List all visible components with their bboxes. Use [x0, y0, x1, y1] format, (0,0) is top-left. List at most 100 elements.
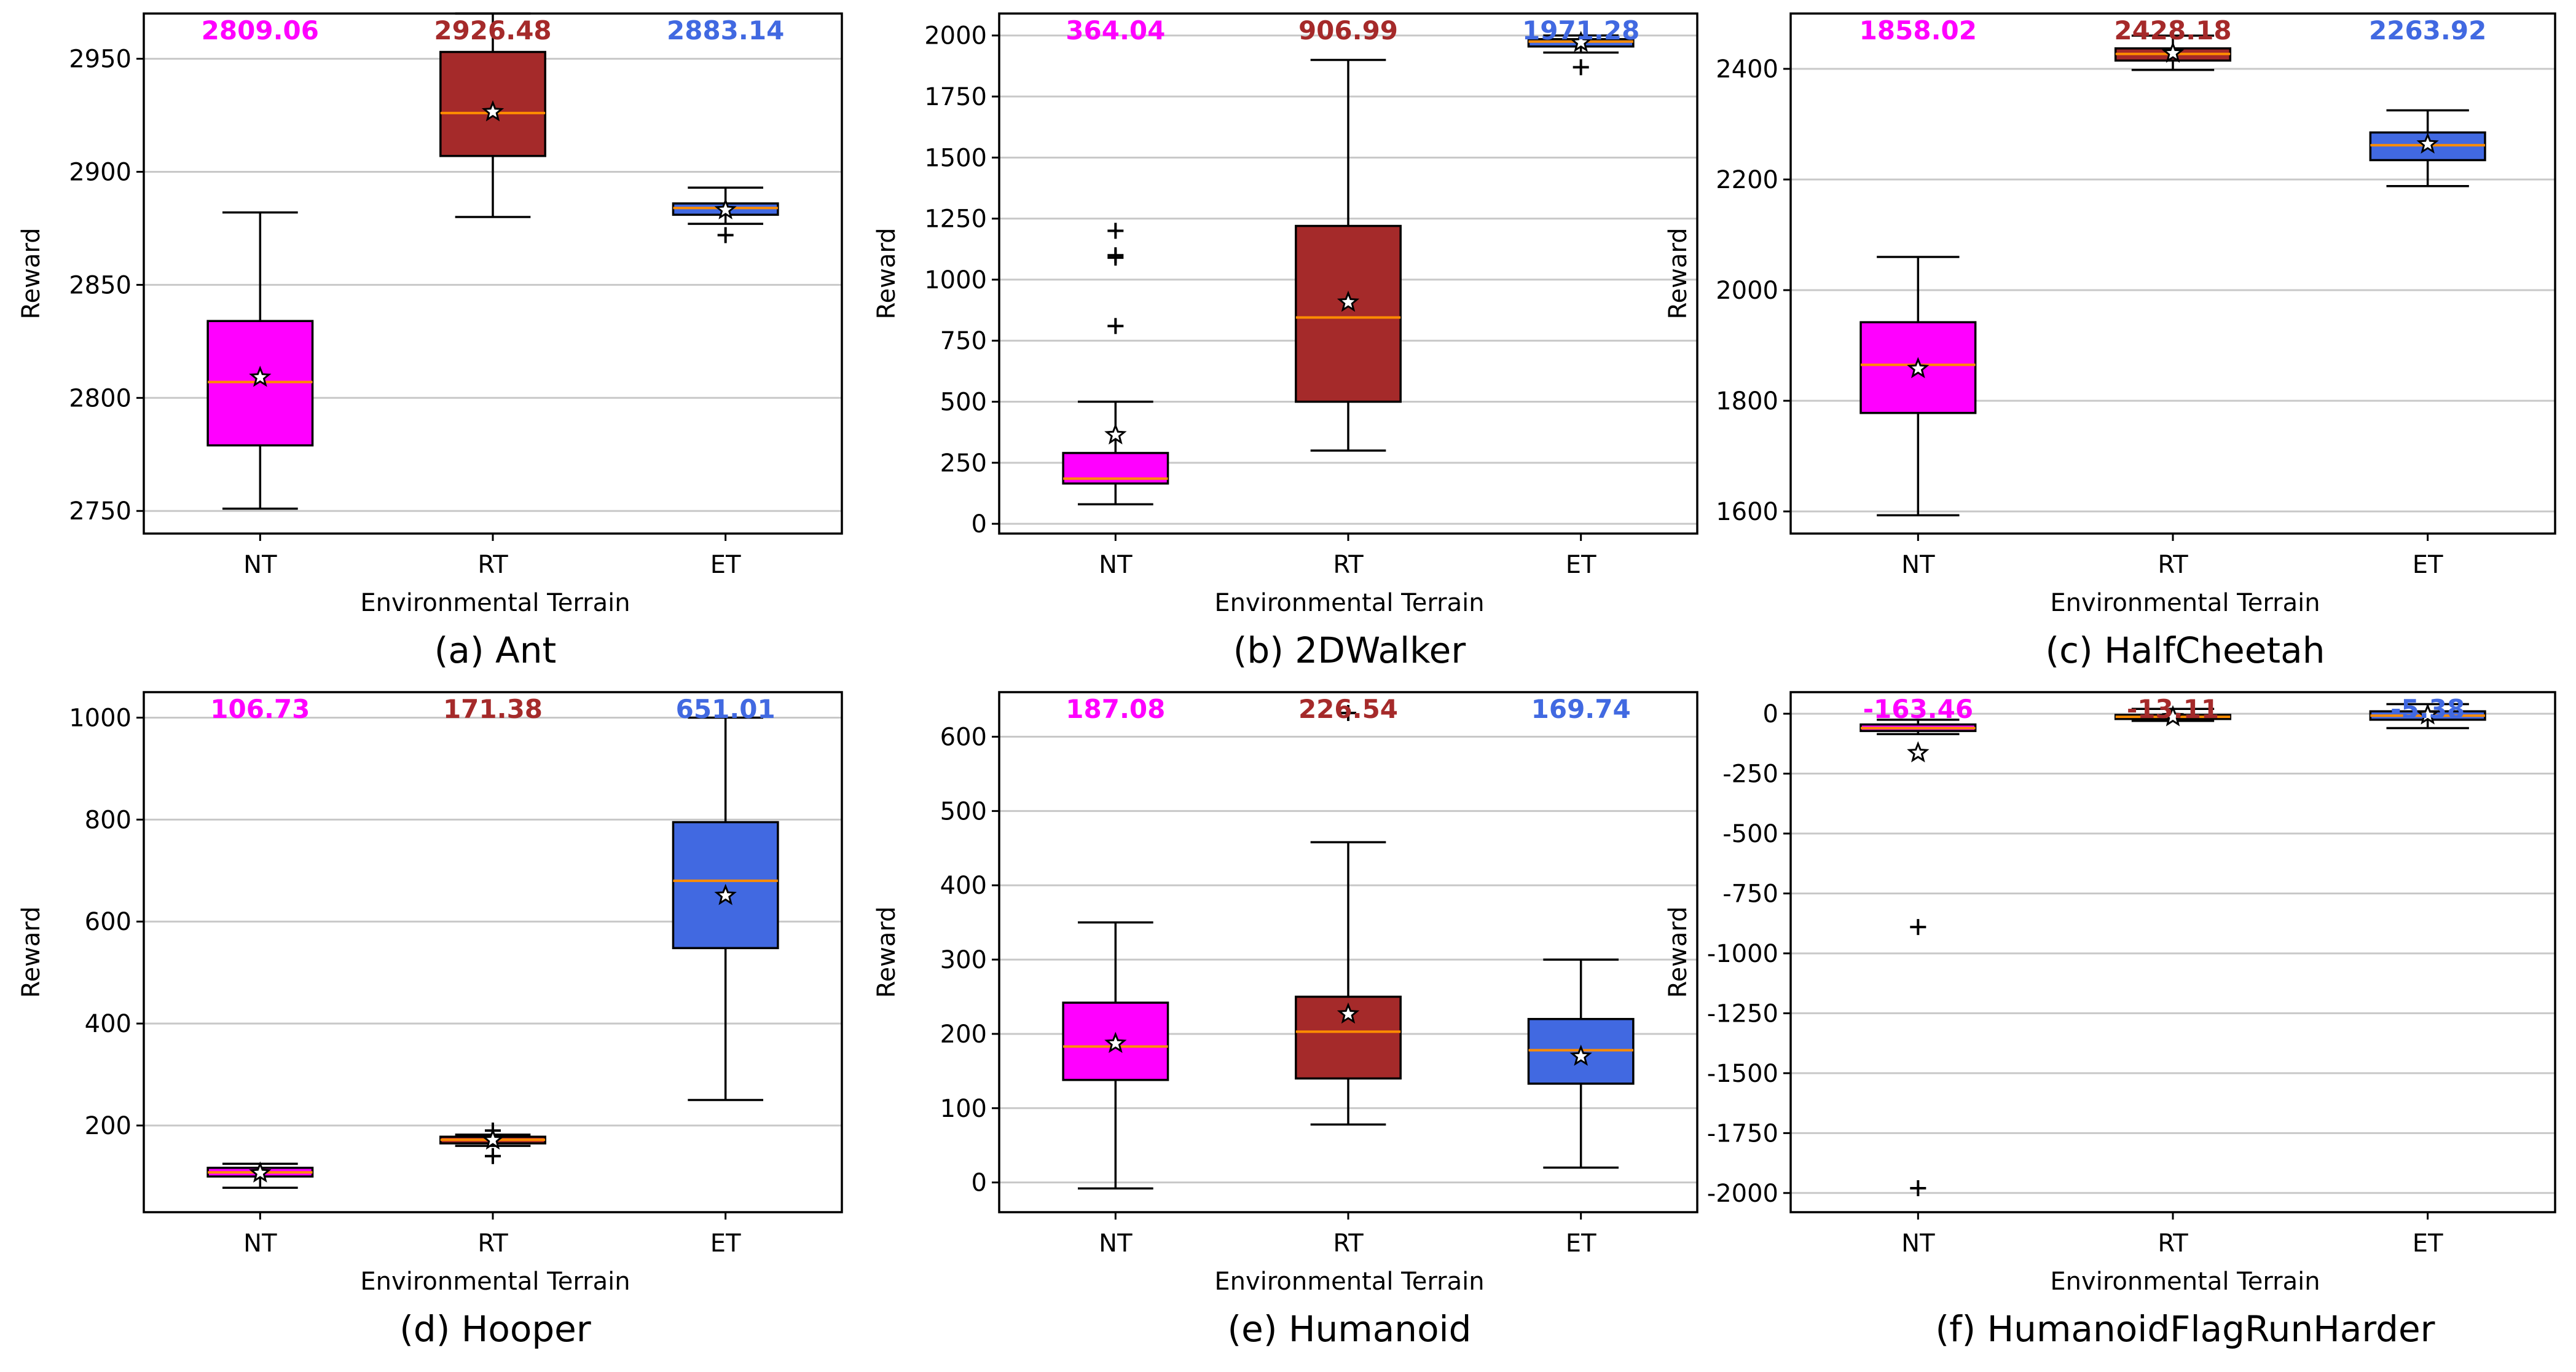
x-axis-label: Environmental Terrain	[2050, 1268, 2320, 1296]
y-tick-label: 300	[940, 946, 987, 974]
y-tick-label: -1250	[1707, 999, 1778, 1028]
plot-frame	[143, 691, 843, 1213]
mean-label: -163.46	[1863, 694, 1974, 724]
plot-frame	[143, 12, 843, 535]
y-tick-label: 1000	[69, 704, 132, 732]
y-tick-label: 400	[85, 1010, 132, 1038]
plot-frame	[998, 691, 1698, 1213]
mean-star	[2161, 41, 2185, 63]
y-tick-label: 1000	[924, 266, 987, 294]
plot-frame	[1789, 691, 2556, 1213]
y-tick-label: 200	[940, 1020, 987, 1049]
mean-label: 187.08	[1066, 694, 1165, 724]
x-axis-label: Environmental Terrain	[1214, 1268, 1484, 1296]
x-tick-label: RT	[477, 1229, 508, 1258]
box-rt: -13.11	[2114, 694, 2232, 727]
mean-label: 364.04	[1066, 15, 1165, 45]
x-tick-label: NT	[1901, 551, 1935, 579]
box-et: 1971.28	[1522, 15, 1639, 76]
y-tick-label: 1250	[924, 205, 987, 234]
mean-label: 1971.28	[1522, 15, 1639, 45]
y-tick-label: 1750	[924, 83, 987, 111]
x-axis-label: Environmental Terrain	[360, 589, 630, 617]
plot-frame	[998, 12, 1698, 535]
x-tick-label: ET	[2413, 1229, 2443, 1258]
mean-star	[2416, 132, 2439, 154]
box-nt: 364.04	[1062, 15, 1169, 506]
y-tick-label: 200	[85, 1112, 132, 1140]
y-tick-label: -750	[1722, 880, 1778, 908]
x-axis-label: Environmental Terrain	[2050, 589, 2320, 617]
y-tick-label: 750	[940, 327, 987, 355]
mean-label: 2263.92	[2369, 15, 2486, 45]
outlier-marker	[1910, 1180, 1926, 1197]
x-tick-label: NT	[1099, 551, 1133, 579]
mean-label: 171.38	[443, 694, 543, 724]
x-tick-label: RT	[2158, 551, 2188, 579]
y-tick-label: 500	[940, 797, 987, 826]
mean-star	[714, 883, 737, 905]
mean-star	[249, 365, 272, 387]
y-tick-label: -500	[1722, 820, 1778, 848]
outlier-marker	[1573, 59, 1589, 76]
mean-star	[1569, 31, 1592, 52]
x-tick-label: ET	[1566, 1229, 1596, 1258]
x-axis-label: Environmental Terrain	[360, 1268, 630, 1296]
panel-6: -2000 -1750 -1500 -1250 -1000 -750 -500 -250 0 -1…	[1664, 691, 2556, 1350]
x-tick-label: ET	[710, 551, 741, 579]
box-nt: -163.46	[1859, 694, 1977, 1197]
outlier-marker	[717, 227, 734, 243]
outlier-marker	[1107, 318, 1124, 334]
mean-label: -5.38	[2390, 694, 2465, 724]
y-tick-label: 600	[940, 723, 987, 752]
mean-star	[2161, 705, 2185, 727]
y-axis-label: Reward	[1664, 907, 1692, 998]
y-tick-label: 1800	[1716, 387, 1778, 416]
mean-label: 106.73	[210, 694, 310, 724]
x-tick-label: NT	[243, 551, 277, 579]
y-axis-label: Reward	[17, 907, 45, 998]
box-et: 651.01	[672, 694, 779, 1102]
box-nt: 187.08	[1062, 694, 1169, 1190]
mean-star	[481, 100, 505, 122]
panel-2: 0 250 500 750 1000 1250 1500 1750 2000 364.04 NT 90…	[873, 12, 1698, 671]
subplot-caption: (d) Hooper	[399, 1308, 591, 1350]
box-et: -5.38	[2369, 694, 2486, 730]
x-tick-label: NT	[1901, 1229, 1935, 1258]
mean-star	[1337, 1002, 1360, 1024]
box-body	[1295, 224, 1402, 403]
x-tick-label: RT	[477, 551, 508, 579]
mean-star	[1907, 741, 1930, 763]
outlier-marker	[485, 1148, 501, 1164]
y-tick-label: 2900	[69, 158, 132, 186]
mean-star	[2416, 703, 2439, 725]
outlier-marker	[1107, 223, 1124, 239]
mean-label: 1858.02	[1859, 15, 1977, 45]
outlier-marker	[1910, 919, 1926, 936]
mean-star	[481, 1128, 505, 1150]
y-tick-label: 2000	[924, 22, 987, 50]
mean-label: 226.54	[1298, 694, 1398, 724]
outlier-marker	[1340, 704, 1356, 721]
y-tick-label: 0	[972, 510, 987, 538]
box-nt: 2809.06	[202, 15, 319, 510]
mean-star	[1104, 1031, 1127, 1054]
subplot-caption: (a) Ant	[434, 629, 556, 671]
y-tick-label: -250	[1722, 760, 1778, 789]
x-tick-label: NT	[243, 1229, 277, 1258]
y-tick-label: -2000	[1707, 1180, 1778, 1208]
box-nt: 1858.02	[1859, 15, 1977, 517]
box-rt: 906.99	[1295, 15, 1402, 452]
y-tick-label: 2400	[1716, 55, 1778, 84]
mean-label: 2809.06	[202, 15, 319, 45]
mean-label: 906.99	[1298, 15, 1398, 45]
mean-star	[249, 1161, 272, 1183]
panel-1: 2750 2800 2850 2900 2950 2809.06 NT 2926.48 RT 28…	[17, 12, 843, 671]
subplot-caption: (e) Humanoid	[1228, 1308, 1472, 1350]
x-tick-label: RT	[2158, 1229, 2188, 1258]
y-tick-label: 1500	[924, 144, 987, 172]
mean-star	[714, 198, 737, 219]
mean-label: -13.11	[2127, 694, 2219, 724]
box-rt: 2926.48	[434, 12, 552, 218]
